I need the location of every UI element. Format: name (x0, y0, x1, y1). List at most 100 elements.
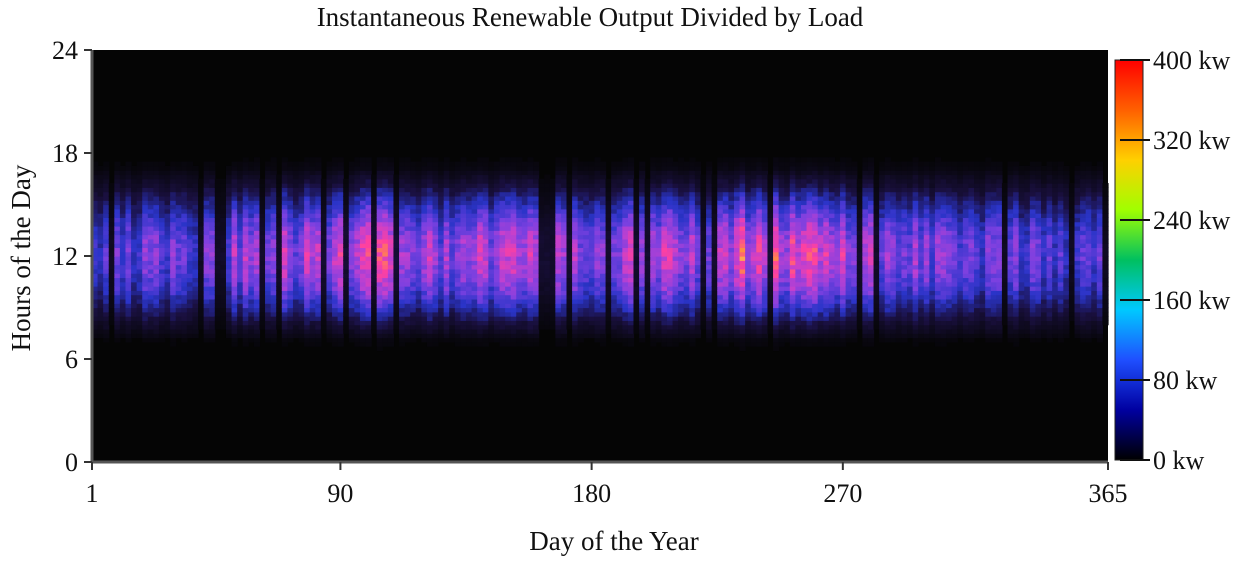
heatmap-cell (449, 337, 456, 343)
heatmap-cell (359, 341, 367, 347)
heatmap-cell (449, 200, 456, 206)
heatmap-cell (131, 195, 138, 201)
heatmap-cell (337, 165, 344, 171)
heatmap-cell (549, 204, 556, 210)
heatmap-cell (203, 307, 210, 313)
heatmap-cell (259, 238, 266, 244)
heatmap-cell (214, 234, 221, 240)
heatmap-cell (655, 268, 662, 274)
heatmap-cell (354, 178, 361, 184)
heatmap-cell (359, 225, 367, 231)
heatmap-cell (555, 290, 562, 296)
heatmap-cell (382, 195, 389, 201)
heatmap-cell (678, 286, 685, 291)
heatmap-cell (627, 328, 635, 334)
heatmap-cell (281, 341, 288, 347)
heatmap-cell (600, 316, 607, 321)
heatmap-cell (510, 157, 517, 163)
heatmap-cell (482, 260, 489, 266)
heatmap-cell (689, 307, 696, 313)
heatmap-cell (477, 260, 484, 266)
heatmap-cell (399, 324, 406, 330)
heatmap-cell (147, 165, 154, 171)
heatmap-cell (119, 170, 127, 176)
heatmap-cell (270, 328, 277, 334)
heatmap-cell (404, 217, 411, 223)
heatmap-cell (237, 316, 244, 321)
heatmap-cell (739, 217, 746, 223)
heatmap-cell (158, 178, 166, 184)
heatmap-cell (298, 311, 305, 317)
heatmap-cell (555, 268, 562, 274)
heatmap-cell (639, 251, 646, 257)
heatmap-cell (103, 307, 110, 313)
heatmap-cell (371, 230, 378, 236)
heatmap-cell (627, 303, 635, 309)
heatmap-cell (756, 328, 763, 334)
heatmap-cell (750, 221, 757, 227)
heatmap-cell (231, 251, 238, 257)
heatmap-cell (577, 230, 584, 236)
heatmap-cell (683, 213, 690, 218)
heatmap-cell (225, 234, 233, 240)
heatmap-cell (594, 303, 601, 309)
heatmap-cell (633, 251, 640, 257)
heatmap-cell (505, 165, 512, 171)
heatmap-cell (745, 264, 752, 270)
heatmap-cell (711, 204, 718, 210)
heatmap-cell (253, 234, 261, 240)
heatmap-cell (443, 316, 450, 321)
heatmap-cell (544, 225, 551, 231)
heatmap-cell (577, 260, 584, 266)
heatmap-cell (521, 303, 529, 309)
heatmap-cell (376, 320, 383, 326)
heatmap-cell (566, 298, 573, 304)
heatmap-cell (404, 251, 411, 257)
heatmap-cell (533, 324, 540, 330)
heatmap-cell (683, 247, 690, 253)
heatmap-cell (600, 337, 607, 343)
heatmap-cell (125, 174, 132, 180)
heatmap-cell (605, 290, 612, 296)
heatmap-cell (627, 238, 635, 244)
heatmap-cell (611, 298, 618, 304)
heatmap-cell (298, 204, 305, 210)
heatmap-cell (527, 286, 534, 291)
heatmap-cell (119, 260, 127, 266)
heatmap-cell (700, 200, 707, 206)
heatmap-cell (583, 277, 590, 283)
heatmap-cell (538, 294, 545, 300)
heatmap-cell (393, 303, 400, 309)
heatmap-cell (181, 294, 188, 300)
heatmap-cell (605, 204, 612, 210)
heatmap-cell (678, 238, 685, 244)
heatmap-cell (142, 256, 149, 261)
heatmap-cell (717, 268, 724, 274)
heatmap-cell (348, 191, 355, 197)
heatmap-cell (119, 281, 127, 287)
heatmap-cell (477, 170, 484, 176)
heatmap-cell (533, 268, 540, 274)
heatmap-cell (689, 290, 696, 296)
heatmap-cell (650, 183, 657, 188)
heatmap-cell (611, 161, 618, 167)
heatmap-cell (164, 238, 171, 244)
heatmap-cell (259, 221, 266, 227)
heatmap-cell (387, 191, 395, 197)
heatmap-cell (527, 174, 534, 180)
heatmap-cell (733, 217, 741, 223)
heatmap-cell (678, 208, 685, 214)
heatmap-cell (320, 191, 328, 197)
heatmap-cell (108, 230, 115, 236)
heatmap-cell (672, 333, 679, 339)
heatmap-cell (153, 217, 160, 223)
heatmap-cell (242, 256, 249, 261)
heatmap-cell (454, 290, 462, 296)
heatmap-cell (103, 320, 110, 326)
heatmap-cell (248, 217, 255, 223)
heatmap-cell (544, 307, 551, 313)
heatmap-cell (164, 174, 171, 180)
heatmap-cell (192, 290, 199, 296)
heatmap-cell (270, 200, 277, 206)
heatmap-cell (505, 187, 512, 193)
